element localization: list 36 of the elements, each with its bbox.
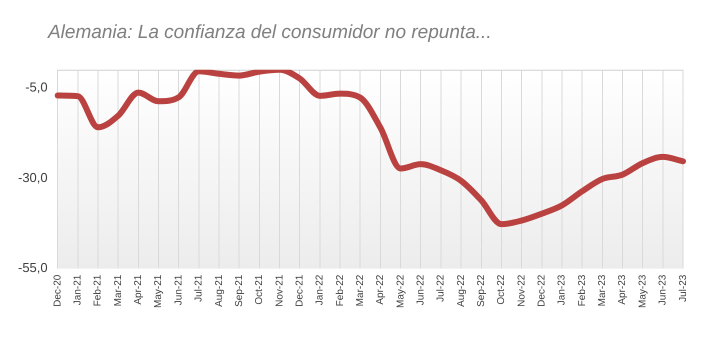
x-tick-label: Jul-23 — [678, 274, 689, 302]
x-tick-label: Jul-21 — [194, 274, 205, 302]
x-tick-label: Jan-22 — [314, 274, 326, 306]
x-tick-label: Aug-22 — [456, 274, 467, 307]
x-tick-label: May-23 — [637, 274, 648, 308]
y-tick-label: -5,0 — [25, 79, 48, 94]
x-tick-label: Dec-22 — [536, 274, 548, 307]
x-tick-label: Jun-23 — [658, 274, 669, 306]
x-tick-label: Oct-22 — [496, 274, 508, 305]
x-tick-label: Sep-21 — [234, 274, 245, 307]
x-tick-label: Mar-22 — [354, 274, 366, 306]
x-tick-label: Jan-21 — [72, 274, 84, 306]
x-tick-label: Nov-21 — [274, 274, 286, 307]
x-tick-label: Mar-23 — [597, 274, 608, 306]
x-tick-label: Jan-23 — [556, 274, 568, 306]
x-tick-label: Feb-22 — [334, 274, 346, 306]
x-tick-label: Apr-21 — [133, 274, 144, 305]
x-tick-label: Dec-21 — [294, 274, 306, 307]
x-tick-label: Oct-21 — [254, 274, 266, 305]
x-tick-label: Feb-23 — [576, 274, 588, 306]
chart-title: Alemania: La confianza del consumidor no repunta... — [48, 22, 492, 44]
x-tick-label: May-22 — [395, 274, 406, 308]
x-tick-label: Feb-21 — [92, 274, 104, 306]
x-tick-label: Dec-20 — [52, 274, 64, 307]
y-tick-label: -30,0 — [18, 170, 48, 185]
x-tick-label: Apr-23 — [617, 274, 628, 305]
x-tick-label: Sep-22 — [476, 274, 488, 307]
x-tick-label: Nov-22 — [516, 274, 528, 307]
x-tick-label: May-21 — [153, 274, 164, 308]
x-tick-label: Aug-21 — [214, 274, 225, 307]
x-tick-label: Apr-22 — [375, 274, 386, 305]
x-tick-label: Jun-22 — [416, 274, 426, 306]
x-tick-label: Jun-21 — [173, 274, 184, 306]
x-tick-label: Jul-22 — [436, 274, 447, 302]
x-tick-label: Mar-21 — [112, 274, 124, 306]
y-tick-label: -55,0 — [18, 260, 48, 276]
